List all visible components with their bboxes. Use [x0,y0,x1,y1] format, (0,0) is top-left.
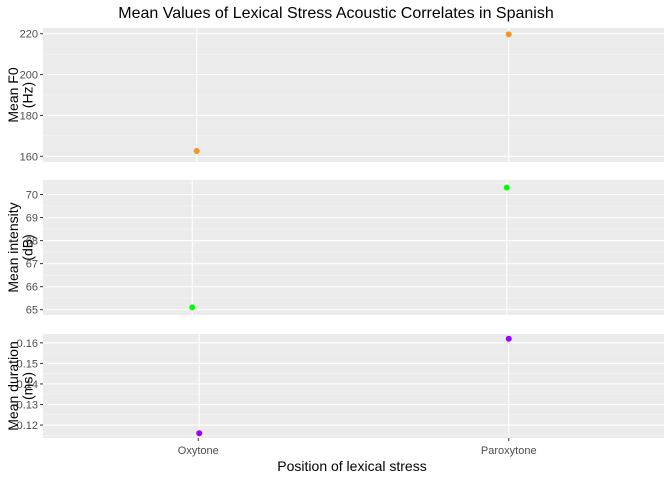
x-axis-title: Position of lexical stress [277,458,426,474]
y-axis-title: Mean F0(Hz) [5,67,36,122]
data-point-paroxytone [505,31,512,38]
data-point-paroxytone [505,335,512,342]
y-tick-label: 69 [26,213,38,225]
chart-title: Mean Values of Lexical Stress Acoustic C… [118,5,553,22]
data-point-oxytone [193,147,200,154]
data-point-oxytone [196,430,203,437]
y-tick-label: 67 [26,259,38,271]
y-tick-label: 68 [26,236,38,248]
data-point-oxytone [189,304,196,311]
y-tick-label: 0.15 [17,358,38,370]
panel-background [43,180,664,315]
y-tick-label: 70 [26,190,38,202]
data-point-paroxytone [503,184,510,191]
y-tick-label: 0.14 [17,379,38,391]
x-axis: Oxytone Paroxytone [178,438,537,457]
y-tick-label: 0.12 [17,420,38,432]
panel-background [43,334,664,438]
y-tick-label: 0.16 [17,338,38,350]
x-tick-label-oxytone: Oxytone [178,445,219,457]
y-tick-label: 0.13 [17,399,38,411]
y-tick-label: 65 [26,305,38,317]
y-axis-title: Mean duration(ms) [5,341,36,431]
y-tick-label: 160 [20,151,38,163]
facet-panel-1: 160 180 200 220 Mean F0(Hz) [5,28,664,163]
y-tick-label: 66 [26,282,38,294]
x-tick-label-paroxytone: Paroxytone [481,445,537,457]
y-tick-label: 200 [20,70,38,82]
y-axis-title: Mean intensity(dB) [5,202,36,292]
y-tick-label: 220 [20,29,38,41]
y-tick-label: 180 [20,110,38,122]
